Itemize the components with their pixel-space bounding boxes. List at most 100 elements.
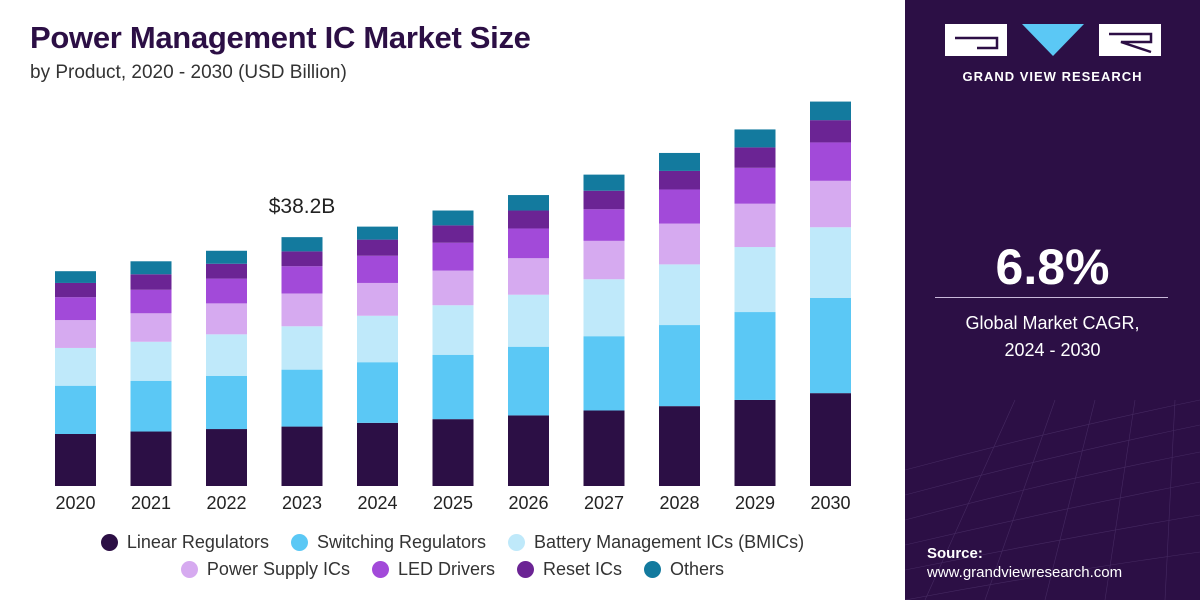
chart-panel: Power Management IC Market Size by Produ… <box>0 20 905 586</box>
bar-segment-2030-battery-management-ics-bmics <box>810 227 851 298</box>
bar-segment-2020-led-drivers <box>55 297 96 321</box>
legend-dot-icon <box>100 534 118 551</box>
bar-segment-2023-linear-regulators <box>281 426 323 486</box>
legend-label: Others <box>670 559 725 579</box>
legend-row-2: Power Supply ICs LED Drivers Reset ICs O… <box>0 559 905 580</box>
bar-segment-2027-power-supply-ics <box>583 240 625 280</box>
bar-segment-2025-battery-management-ics-bmics <box>432 305 474 355</box>
bar-segment-2021-led-drivers <box>130 289 172 314</box>
legend-label: Battery Management ICs (BMICs) <box>534 532 805 552</box>
bar-segment-2023-others <box>281 237 323 252</box>
x-tick-label: 2023 <box>282 493 322 513</box>
x-tick-label: 2029 <box>735 493 775 513</box>
bar-segment-2024-battery-management-ics-bmics <box>357 315 398 363</box>
x-tick-label: 2024 <box>357 493 397 513</box>
legend-item-power-supply-ics: Power Supply ICs <box>180 559 350 580</box>
bar-segment-2026-reset-ics <box>508 210 549 229</box>
bar-segment-2028-led-drivers <box>659 189 700 224</box>
bar-segment-2030-led-drivers <box>810 142 851 181</box>
bar-segment-2026-others <box>508 195 549 211</box>
bar-segment-2022-battery-management-ics-bmics <box>206 334 247 376</box>
legend-item-linear-regulators: Linear Regulators <box>100 532 269 553</box>
bar-segment-2024-linear-regulators <box>357 422 398 486</box>
bar-segment-2028-switching-regulators <box>659 325 700 407</box>
bar-segment-2022-reset-ics <box>206 263 247 279</box>
info-sidebar: GRAND VIEW RESEARCH 6.8% Global Market C… <box>905 0 1200 600</box>
annotation-label: $38.2B <box>269 195 336 218</box>
bar-segment-2027-switching-regulators <box>583 336 625 411</box>
source-block: Source: www.grandviewresearch.com <box>927 545 1122 581</box>
bar-segment-2024-power-supply-ics <box>357 282 398 316</box>
bar-segment-2021-switching-regulators <box>130 380 172 432</box>
bar-segment-2025-switching-regulators <box>432 354 474 420</box>
cagr-label-line-1: Global Market CAGR, <box>965 313 1140 333</box>
bar-segment-2030-power-supply-ics <box>810 180 851 228</box>
legend-item-others: Others <box>644 559 724 580</box>
stacked-bar-chart: 2020 2021 2022 2023 $38.2B 2024 2025 2026 2027 20… <box>55 101 851 513</box>
bar-segment-2024-others <box>357 226 398 240</box>
source-label: Source: <box>927 545 983 562</box>
x-tick-label: 2028 <box>659 493 699 513</box>
bar-segment-2025-others <box>432 210 474 226</box>
bar-segment-2022-power-supply-ics <box>206 303 247 335</box>
bar-segment-2021-reset-ics <box>130 274 172 290</box>
bar-segment-2029-linear-regulators <box>734 399 776 486</box>
bar-segment-2030-linear-regulators <box>810 393 851 486</box>
brand-name: GRAND VIEW RESEARCH <box>962 69 1143 84</box>
bar-segment-2020-battery-management-ics-bmics <box>55 347 96 386</box>
bar-segment-2026-switching-regulators <box>508 346 549 416</box>
bar-segment-2026-battery-management-ics-bmics <box>508 294 549 347</box>
bar-segment-2027-reset-ics <box>583 190 625 210</box>
legend-item-switching-regulators: Switching Regulators <box>290 532 487 553</box>
brand-block: GRAND VIEW RESEARCH <box>905 22 1200 84</box>
bar-segment-2022-linear-regulators <box>206 429 247 486</box>
bar-segment-2020-switching-regulators <box>55 385 96 434</box>
bar-segment-2021-power-supply-ics <box>130 313 172 342</box>
bar-segment-2020-linear-regulators <box>55 434 96 486</box>
bar-segment-2028-power-supply-ics <box>659 223 700 265</box>
legend-label: LED Drivers <box>397 559 495 579</box>
bar-segment-2025-power-supply-ics <box>432 270 474 306</box>
legend-dot-icon <box>517 561 534 578</box>
bar-segment-2025-linear-regulators <box>432 419 474 486</box>
bar-segment-2029-others <box>734 129 776 148</box>
bar-segment-2030-others <box>810 101 851 121</box>
bar-segment-2029-switching-regulators <box>734 312 776 400</box>
x-tick-label: 2025 <box>433 493 473 513</box>
bar-segment-2020-others <box>55 271 96 283</box>
legend-dot-icon <box>644 561 662 578</box>
bar-segment-2028-reset-ics <box>659 170 700 190</box>
legend-dot-icon <box>290 534 308 551</box>
bar-segment-2020-power-supply-ics <box>55 320 96 348</box>
bar-segment-2029-battery-management-ics-bmics <box>734 247 776 313</box>
bar-segment-2027-linear-regulators <box>583 410 625 486</box>
grand-view-research-logo <box>944 24 1161 56</box>
bar-segment-2028-linear-regulators <box>659 406 700 486</box>
bar-segment-2022-switching-regulators <box>206 375 247 430</box>
bar-segment-2028-others <box>659 152 700 171</box>
bar-segment-2021-linear-regulators <box>130 431 172 486</box>
bar-segment-2029-led-drivers <box>734 167 776 204</box>
bar-segment-2029-power-supply-ics <box>734 203 776 248</box>
legend-label: Power Supply ICs <box>206 559 350 579</box>
legend-dot-icon <box>371 561 389 578</box>
bar-segment-2027-others <box>583 174 625 191</box>
bar-segment-2027-led-drivers <box>583 209 625 241</box>
legend-label: Linear Regulators <box>126 532 269 552</box>
bar-segment-2028-battery-management-ics-bmics <box>659 264 700 326</box>
legend-row-1: Linear Regulators Switching Regulators B… <box>0 532 905 553</box>
source-url[interactable]: www.grandviewresearch.com <box>927 564 1123 581</box>
bar-segment-2029-reset-ics <box>734 147 776 168</box>
bar-segment-2030-reset-ics <box>810 120 851 143</box>
bar-segment-2025-led-drivers <box>432 242 474 271</box>
chart-legend: Linear Regulators Switching Regulators B… <box>0 532 905 586</box>
cagr-value: 6.8% <box>995 239 1110 295</box>
legend-label: Switching Regulators <box>316 532 487 552</box>
x-tick-label: 2026 <box>508 493 548 513</box>
bar-segment-2025-reset-ics <box>432 225 474 243</box>
bar-segment-2026-led-drivers <box>508 228 549 259</box>
x-tick-label: 2030 <box>810 493 850 513</box>
bar-segment-2024-switching-regulators <box>357 362 398 423</box>
bar-segment-2026-power-supply-ics <box>508 258 549 295</box>
bar-segment-2020-reset-ics <box>55 282 96 298</box>
